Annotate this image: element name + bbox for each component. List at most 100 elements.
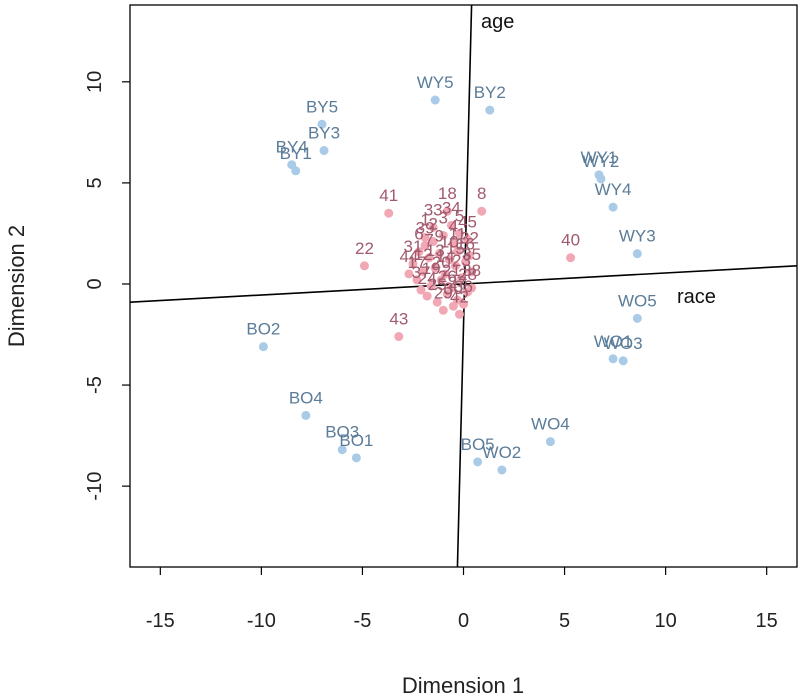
item-label: 35 bbox=[462, 245, 481, 264]
group-point bbox=[317, 119, 327, 129]
item-point bbox=[359, 261, 369, 271]
group-point bbox=[287, 160, 297, 170]
x-tick-label: -5 bbox=[354, 610, 372, 632]
item-label: 23 bbox=[452, 251, 471, 270]
item-point bbox=[442, 289, 452, 299]
y-tick-label: 5 bbox=[84, 177, 106, 188]
item-label: 34 bbox=[442, 198, 461, 217]
group-label: BO5 bbox=[461, 435, 495, 454]
item-label: 11 bbox=[449, 225, 467, 244]
item-label: 26 bbox=[438, 267, 457, 286]
item-label: 17 bbox=[408, 253, 427, 272]
group-label: BY3 bbox=[308, 124, 340, 143]
biplot-axis-label-race: race bbox=[677, 286, 716, 308]
item-point bbox=[428, 222, 438, 232]
item-label: 31 bbox=[404, 237, 423, 256]
item-label: 32 bbox=[460, 229, 479, 248]
item-point bbox=[467, 283, 477, 293]
item-label: 39 bbox=[416, 219, 435, 238]
group-point bbox=[337, 445, 347, 455]
group-label: BO3 bbox=[325, 423, 359, 442]
group-label: BY2 bbox=[474, 83, 506, 102]
group-label: BY5 bbox=[306, 97, 338, 116]
group-label: BO2 bbox=[246, 320, 280, 339]
item-label: 3 bbox=[439, 208, 448, 227]
item-label: 20 bbox=[432, 253, 451, 272]
x-axis: -15 -10 -5 0 5 10 15 bbox=[146, 567, 778, 632]
biplot-axis-age bbox=[456, 5, 473, 567]
x-tick-label: -15 bbox=[146, 610, 175, 632]
item-point bbox=[450, 261, 460, 271]
item-label: 4 bbox=[449, 217, 458, 236]
item-point bbox=[566, 253, 576, 263]
group-label: WY3 bbox=[619, 227, 656, 246]
group-point bbox=[473, 457, 483, 467]
group-label: BO4 bbox=[289, 388, 323, 407]
item-point bbox=[463, 235, 473, 245]
item-label: 24 bbox=[418, 269, 437, 288]
group-label: BY1 bbox=[280, 144, 312, 163]
item-point bbox=[438, 305, 448, 315]
y-axis-title: Dimension 2 bbox=[4, 225, 29, 347]
item-point bbox=[418, 267, 428, 277]
item-point bbox=[446, 220, 456, 230]
item-point bbox=[465, 251, 475, 261]
group-label: WY2 bbox=[583, 152, 620, 171]
item-label: 19 bbox=[422, 259, 441, 278]
item-point bbox=[430, 263, 440, 273]
item-label: 12 bbox=[414, 245, 433, 264]
x-axis-title: Dimension 1 bbox=[402, 673, 524, 698]
item-point bbox=[420, 241, 430, 251]
item-label: 33 bbox=[424, 200, 443, 219]
item-label: 30 bbox=[444, 279, 463, 298]
y-tick-label: -10 bbox=[84, 472, 106, 501]
item-label: 28 bbox=[458, 265, 477, 284]
item-point bbox=[448, 239, 458, 249]
item-point bbox=[412, 275, 422, 285]
x-tick-label: 5 bbox=[559, 610, 570, 632]
group-point bbox=[608, 354, 618, 364]
item-point bbox=[384, 208, 394, 218]
item-label: 40 bbox=[561, 231, 580, 250]
group-point bbox=[485, 105, 495, 115]
group-label: WY5 bbox=[417, 73, 454, 92]
group-label: WO2 bbox=[483, 443, 522, 462]
item-point bbox=[454, 309, 464, 319]
group-label: WO5 bbox=[618, 291, 657, 310]
item-label: 45 bbox=[458, 213, 477, 232]
item-point bbox=[452, 247, 462, 257]
group-label: WY4 bbox=[595, 180, 632, 199]
item-label: 44 bbox=[399, 247, 418, 266]
biplot-axis-label-age: age bbox=[481, 11, 514, 33]
group-point bbox=[351, 453, 361, 463]
item-label: 8 bbox=[477, 184, 486, 203]
x-tick-label: 0 bbox=[458, 610, 469, 632]
item-label: 21 bbox=[442, 261, 461, 280]
group-points bbox=[258, 95, 642, 475]
item-label: 38 bbox=[462, 261, 481, 280]
item-point bbox=[416, 285, 426, 295]
y-tick-label: 0 bbox=[84, 278, 106, 289]
x-tick-label: 15 bbox=[756, 610, 778, 632]
item-label: 29 bbox=[434, 283, 453, 302]
group-point bbox=[608, 202, 618, 212]
item-label: 15 bbox=[446, 239, 465, 258]
group-point bbox=[632, 249, 642, 259]
item-point bbox=[432, 297, 442, 307]
item-point bbox=[442, 206, 452, 216]
item-label: 37 bbox=[412, 263, 431, 282]
item-label: 27 bbox=[448, 273, 467, 292]
item-points bbox=[359, 206, 576, 342]
item-label: 13 bbox=[426, 241, 445, 260]
item-label: 10 bbox=[440, 233, 459, 252]
item-point bbox=[414, 247, 424, 257]
item-label: 6 bbox=[414, 225, 423, 244]
group-point bbox=[618, 356, 628, 366]
item-label: 22 bbox=[355, 239, 374, 258]
item-point bbox=[467, 267, 477, 277]
group-label: WO3 bbox=[604, 334, 643, 353]
x-tick-label: 10 bbox=[654, 610, 676, 632]
